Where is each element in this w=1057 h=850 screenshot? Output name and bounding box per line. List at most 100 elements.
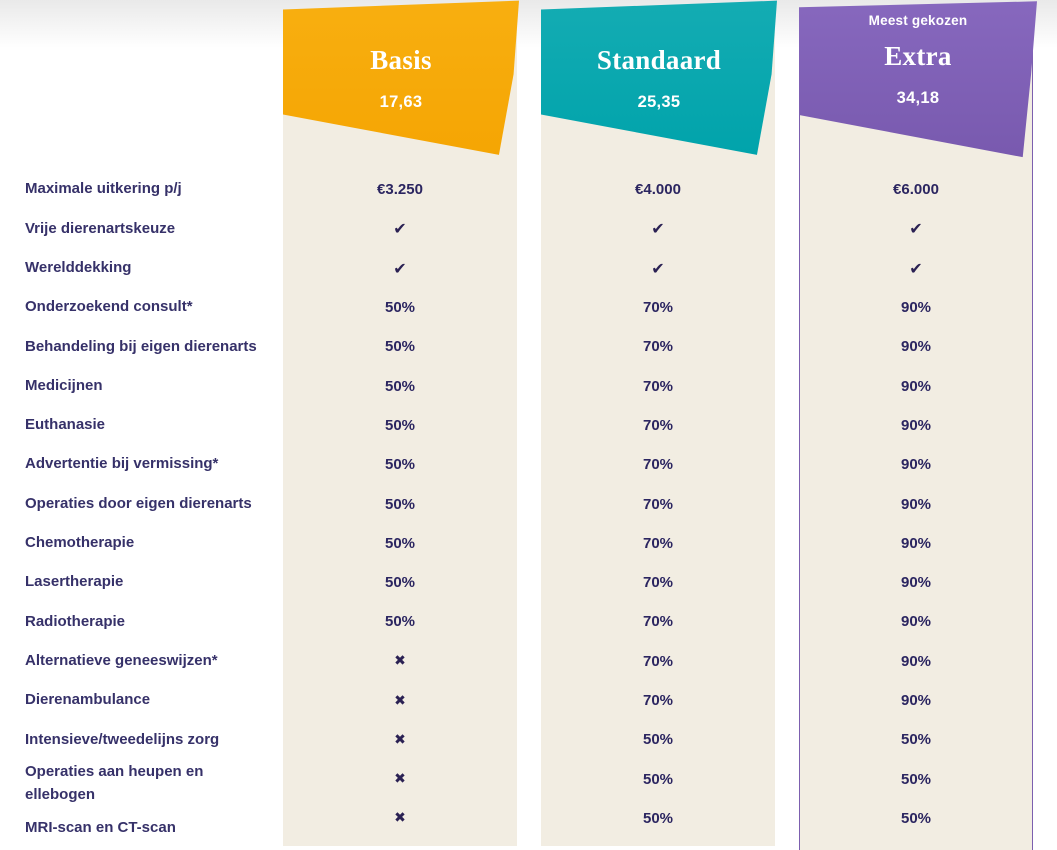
plan-cell: 90% [800,288,1032,327]
feature-label: MRI-scan en CT-scan [25,818,176,836]
plan-value: 70% [642,574,674,592]
check-icon: ✔ [393,258,407,278]
feature-label: Werelddekking [25,258,132,276]
plan-cell: ✔ [541,249,775,288]
plan-price-standaard: 25,35 [637,93,681,111]
plan-cell: 70% [541,681,775,720]
plan-value: 90% [900,495,932,513]
plan-cell: 50% [283,366,517,405]
plan-value: 90% [900,456,932,474]
plan-value: 50% [642,731,674,749]
plan-value: 50% [384,377,416,395]
plan-cell: ✔ [541,209,775,248]
plan-value: €3.250 [377,181,423,199]
most-chosen-badge: Meest gekozen [868,13,968,28]
feature-label: Alternatieve geneeswijzen* [25,651,218,669]
plan-value: 70% [642,692,674,709]
feature-label: Onderzoekend consult* [25,298,193,316]
plan-value: 70% [642,299,674,317]
plan-value: €4.000 [635,181,681,199]
plan-cell: 90% [800,524,1032,563]
plan-cell: 70% [541,288,775,327]
check-icon: ✔ [651,219,665,239]
plan-value: 50% [384,338,416,356]
features-column: Maximale uitkering p/j Vrije dierenartske… [25,170,279,848]
plan-cell: 50% [541,720,775,759]
feature-label: Radiotherapie [25,612,126,630]
plan-cell: 70% [541,484,775,523]
plan-value: 50% [384,534,416,552]
plan-cell: 50% [800,720,1032,759]
plan-cell: 70% [541,642,775,681]
plan-value: 50% [384,613,416,631]
plan-cell: 90% [800,327,1032,366]
plan-cell: 90% [800,563,1032,602]
plan-cell: 50% [283,406,517,445]
plan-cell: ✔ [800,209,1032,248]
feature-label: Behandeling bij eigen dierenarts [25,337,257,355]
feature-label: Euthanasie [25,416,106,434]
check-icon: ✔ [393,219,407,239]
plan-value: 50% [642,809,674,827]
plan-values-standaard: €4.000 ✔ ✔ 70% 70% 70% 70% 70% 70% 70% 70% 70% 70% 70… [541,170,775,838]
feature-label: Operaties aan heupen en ellebogen [25,763,204,803]
plan-value: 70% [642,338,674,356]
cross-icon: ✖ [394,653,406,670]
plan-cell: ✖ [283,681,517,720]
plan-cell: 50% [283,327,517,366]
plan-cell: 50% [800,799,1032,838]
plan-cell: 50% [283,563,517,602]
plan-cell: 50% [541,759,775,798]
plan-value: 50% [384,456,416,474]
plan-value: 70% [642,456,674,474]
plan-cell: 90% [800,602,1032,641]
plan-cell: ✔ [283,209,517,248]
plan-value: 50% [900,770,932,788]
plan-value: 70% [642,613,674,631]
plan-value: 70% [642,416,674,434]
plan-value: 70% [642,377,674,395]
plan-value: 50% [384,574,416,592]
plan-cell: 50% [800,759,1032,798]
plan-value: 90% [900,652,932,670]
feature-label: Operaties door eigen dierenarts [25,494,252,512]
cross-icon: ✖ [394,692,406,709]
plan-cell: 90% [800,406,1032,445]
feature-label: Vrije dierenartskeuze [25,219,176,237]
check-icon: ✔ [909,219,923,239]
check-icon: ✔ [651,258,665,278]
plan-cell: 70% [541,327,775,366]
plan-title-basis: Basis [370,45,432,75]
cross-icon: ✖ [394,810,406,827]
plan-cell: ✔ [800,249,1032,288]
plan-value: 70% [642,534,674,552]
plan-price-basis: 17,63 [379,93,423,111]
plan-cell: 50% [541,799,775,838]
plan-cell: 90% [800,642,1032,681]
plan-values-basis: €3.250 ✔ ✔ 50% 50% 50% 50% 50% 50% 50% 50% 50% ✖ ✖ ✖ ✖ ✖ [283,170,517,838]
plan-value: 90% [900,338,932,356]
plan-value: 90% [900,299,932,317]
plan-value: 90% [900,377,932,395]
plan-cell: 90% [800,366,1032,405]
plan-values-extra: €6.000 ✔ ✔ 90% 90% 90% 90% 90% 90% 90% 90% 90% 90% 90… [800,170,1032,838]
plan-cell: €4.000 [541,170,775,209]
check-icon: ✔ [909,258,923,278]
cross-icon: ✖ [394,731,406,748]
cross-icon: ✖ [394,771,406,788]
plan-value: €6.000 [893,181,939,199]
plan-value: 90% [900,416,932,434]
plan-value: 70% [642,495,674,513]
plan-cell: 50% [283,602,517,641]
plan-value: 90% [900,574,932,592]
plan-value: 50% [384,495,416,513]
feature-label: Medicijnen [25,376,103,394]
plan-cell: 90% [800,681,1032,720]
plan-cell: ✔ [283,249,517,288]
plan-cell: 70% [541,524,775,563]
plan-title-standaard: Standaard [596,45,722,75]
plan-value: 50% [642,770,674,788]
plan-cell: 50% [283,524,517,563]
plan-cell: 70% [541,445,775,484]
